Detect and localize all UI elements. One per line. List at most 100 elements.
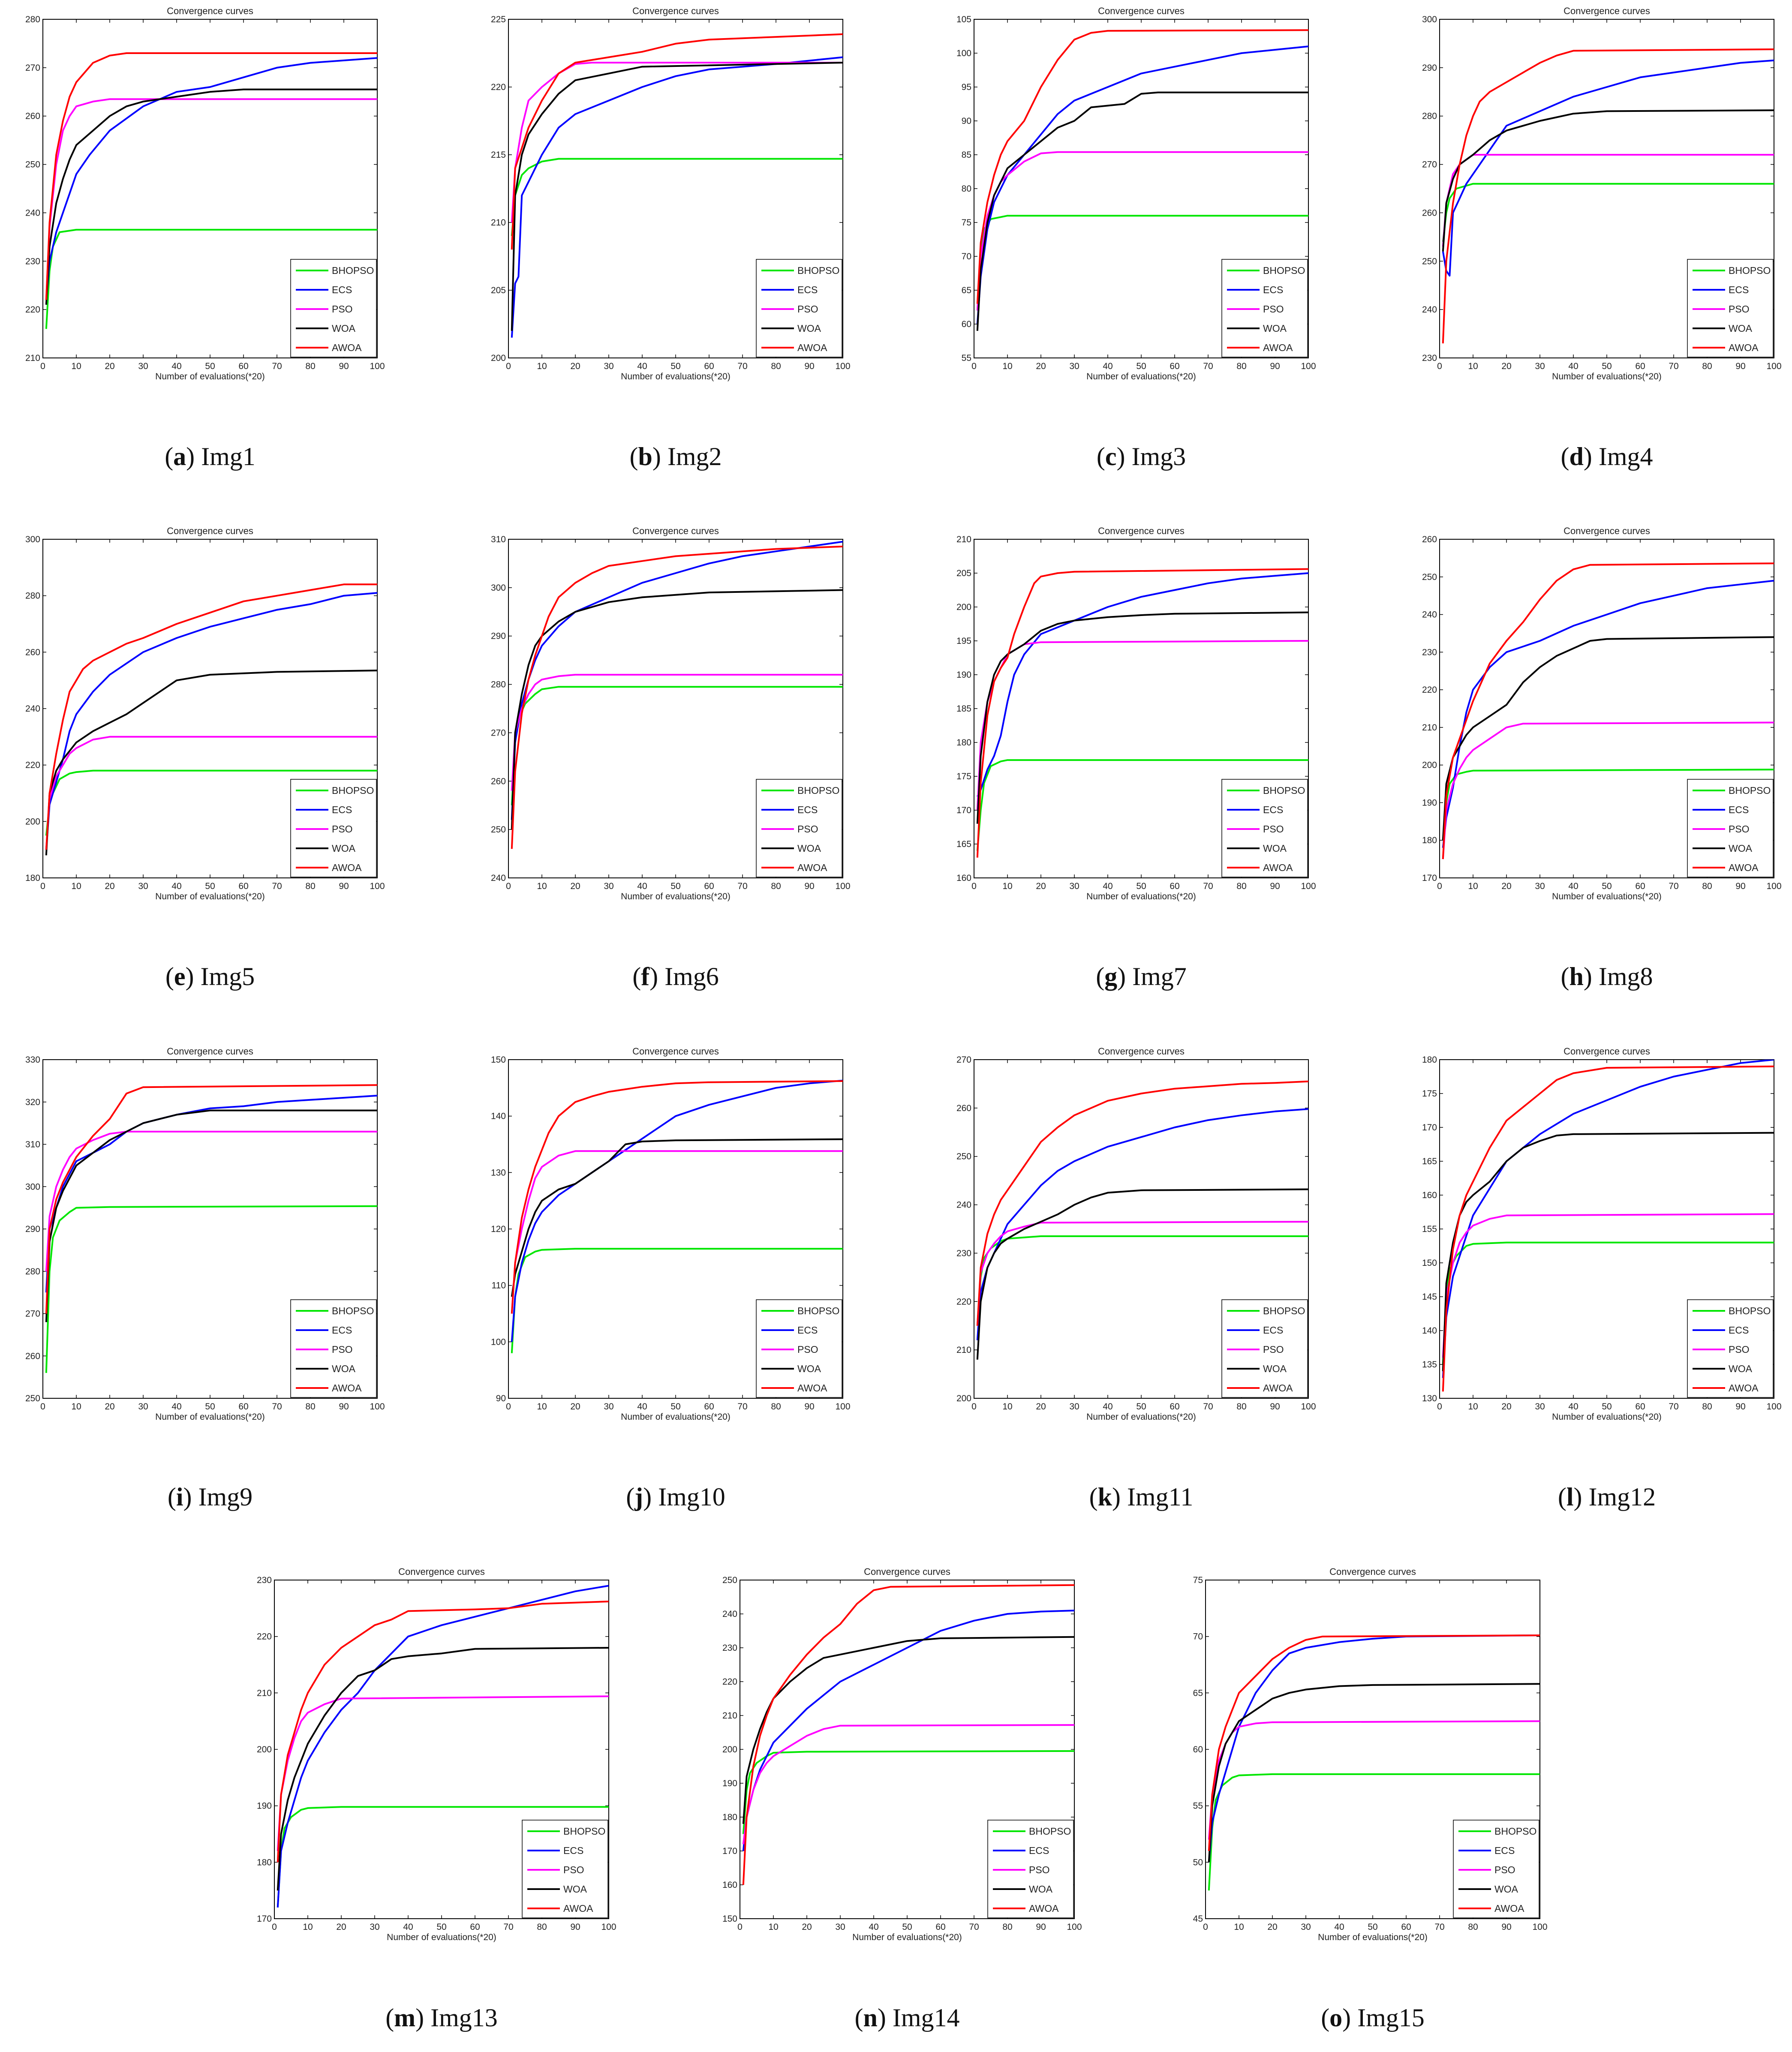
- legend-label-woa: WOA: [1263, 843, 1287, 854]
- y-tick-label: 290: [491, 631, 506, 641]
- y-tick-label: 130: [491, 1168, 506, 1178]
- panel-caption: (h) Img8: [1561, 962, 1653, 991]
- legend-label-ecs: ECS: [332, 804, 352, 815]
- caption-letter-bold: a: [173, 442, 186, 471]
- x-tick-label: 60: [704, 1402, 714, 1412]
- y-tick-label: 190: [257, 1801, 272, 1811]
- legend-label-bhopso: BHOPSO: [1494, 1826, 1536, 1837]
- x-tick-label: 70: [1669, 881, 1678, 891]
- y-tick-label: 65: [962, 285, 971, 295]
- x-tick-label: 30: [604, 1402, 613, 1412]
- y-tick-label: 270: [25, 1309, 40, 1319]
- y-tick-label: 75: [1193, 1575, 1203, 1585]
- x-tick-label: 20: [1036, 1402, 1046, 1412]
- series-line-woa: [511, 1138, 843, 1297]
- chart-panel-j: Convergence curves 0 10 20 30 40 50 60 70 80 90 100…: [491, 1046, 851, 1511]
- panel-caption: (c) Img3: [1097, 442, 1186, 471]
- y-tick-label: 260: [25, 111, 40, 121]
- x-tick-label: 40: [637, 1402, 647, 1412]
- caption-letter: (: [168, 1483, 176, 1511]
- x-tick-label: 20: [1501, 361, 1511, 371]
- legend-label-awoa: AWOA: [563, 1903, 593, 1914]
- caption-letter-close: ): [1584, 442, 1599, 471]
- series-line-awoa: [511, 545, 843, 849]
- y-tick-label: 65: [1193, 1688, 1203, 1698]
- y-tick-label: 180: [956, 738, 971, 748]
- y-tick-label: 165: [1422, 1157, 1437, 1166]
- x-tick-label: 90: [1036, 1922, 1046, 1932]
- x-tick-label: 30: [1069, 881, 1079, 891]
- series-line-woa: [45, 88, 377, 305]
- caption-letter: (: [855, 2004, 863, 2032]
- y-tick-label: 200: [722, 1745, 737, 1755]
- x-tick-label: 80: [771, 361, 781, 371]
- x-tick-label: 100: [835, 361, 850, 371]
- x-tick-label: 80: [305, 361, 315, 371]
- caption-image-name: Img12: [1588, 1483, 1656, 1511]
- caption-letter: (: [1558, 1483, 1566, 1511]
- x-tick-label: 10: [1002, 881, 1012, 891]
- chart-panel-b: Convergence curves 0 10 20 30 40 50 60 70 80 90 100…: [491, 6, 851, 471]
- y-tick-label: 170: [956, 805, 971, 815]
- chart-title: Convergence curves: [398, 1566, 485, 1577]
- legend-label-awoa: AWOA: [332, 862, 362, 873]
- legend-label-woa: WOA: [1729, 1363, 1753, 1374]
- x-tick-label: 30: [604, 361, 613, 371]
- y-tick-label: 60: [962, 319, 971, 329]
- caption-letter-bold: h: [1569, 962, 1583, 991]
- caption-letter: (: [165, 962, 174, 991]
- chart-title: Convergence curves: [167, 1046, 253, 1057]
- x-tick-label: 80: [305, 1402, 315, 1412]
- caption-letter-bold: k: [1098, 1483, 1112, 1511]
- legend-label-ecs: ECS: [797, 804, 818, 815]
- series-line-woa: [511, 62, 843, 331]
- legend-label-woa: WOA: [1729, 843, 1753, 854]
- y-tick-label: 180: [1422, 835, 1437, 845]
- series-line-awoa: [742, 1584, 1074, 1885]
- caption-letter: (: [1097, 442, 1105, 471]
- caption-image-name: Img4: [1599, 442, 1653, 471]
- x-tick-label: 30: [1535, 1402, 1545, 1412]
- panel-caption: (m) Img13: [385, 2004, 498, 2032]
- y-tick-label: 180: [722, 1812, 737, 1822]
- chart-title: Convergence curves: [632, 1046, 719, 1057]
- series-line-pso: [976, 151, 1308, 311]
- chart-title: Convergence curves: [1563, 1046, 1650, 1057]
- y-tick-label: 240: [25, 208, 40, 218]
- x-tick-label: 90: [1735, 881, 1745, 891]
- y-tick-label: 80: [962, 184, 971, 194]
- chart-title: Convergence curves: [1098, 6, 1185, 16]
- caption-letter-close: ): [183, 1483, 198, 1511]
- legend-label-bhopso: BHOPSO: [332, 1305, 374, 1316]
- x-tick-label: 70: [272, 1402, 282, 1412]
- x-tick-label: 20: [105, 361, 114, 371]
- y-tick-label: 200: [257, 1745, 272, 1755]
- x-tick-label: 40: [171, 361, 181, 371]
- x-tick-label: 70: [969, 1922, 979, 1932]
- y-tick-label: 300: [25, 1182, 40, 1192]
- series-line-woa: [511, 589, 843, 830]
- legend-label-awoa: AWOA: [1729, 1382, 1759, 1394]
- series-line-bhopso: [45, 1205, 377, 1373]
- x-tick-label: 90: [1501, 1922, 1511, 1932]
- series-line-awoa: [1442, 562, 1774, 859]
- x-tick-label: 90: [339, 881, 349, 891]
- x-tick-label: 0: [40, 881, 45, 891]
- legend-label-ecs: ECS: [1263, 1325, 1283, 1336]
- y-tick-label: 320: [25, 1097, 40, 1107]
- series-line-awoa: [1208, 1634, 1540, 1851]
- x-tick-label: 50: [1136, 361, 1146, 371]
- x-tick-label: 50: [1136, 881, 1146, 891]
- x-tick-label: 60: [1401, 1922, 1411, 1932]
- x-tick-label: 100: [370, 361, 385, 371]
- y-tick-label: 300: [25, 535, 40, 544]
- y-tick-label: 200: [491, 353, 506, 363]
- caption-letter: (: [165, 442, 173, 471]
- x-tick-label: 30: [138, 361, 148, 371]
- y-tick-label: 240: [1422, 610, 1437, 620]
- x-tick-label: 50: [670, 881, 680, 891]
- caption-image-name: Img10: [658, 1483, 725, 1511]
- legend: BHOPSO ECS PSO WOA AWOA: [1221, 259, 1308, 358]
- legend-label-woa: WOA: [563, 1884, 587, 1895]
